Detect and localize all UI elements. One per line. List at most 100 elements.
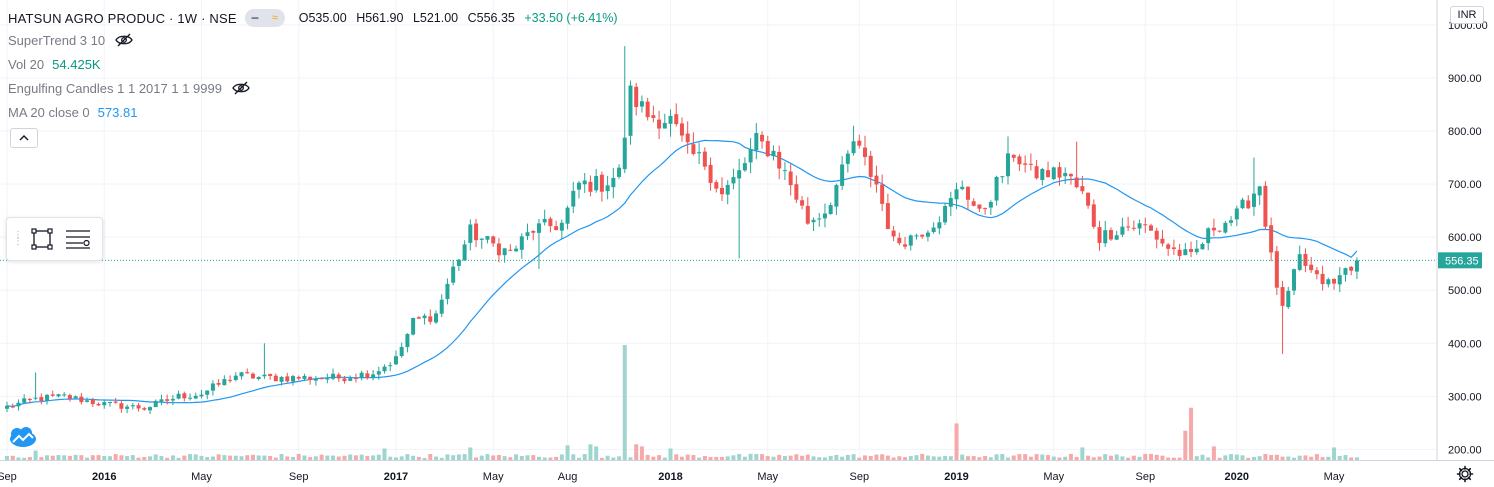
candle[interactable] (50, 390, 55, 397)
candle[interactable] (1269, 217, 1274, 262)
candle[interactable] (434, 310, 438, 324)
candle[interactable] (331, 368, 336, 381)
candle[interactable] (33, 372, 38, 401)
candle[interactable] (1149, 223, 1153, 232)
candle[interactable] (399, 342, 404, 358)
candle[interactable] (210, 380, 215, 396)
candle[interactable] (1034, 159, 1039, 180)
candle[interactable] (1240, 197, 1245, 209)
candle[interactable] (679, 117, 684, 142)
candle[interactable] (885, 193, 890, 230)
candle[interactable] (1354, 257, 1359, 280)
indicator-ma[interactable]: MA 20 close 0 573.81 (8, 102, 137, 122)
candle[interactable] (548, 216, 553, 233)
candle[interactable] (748, 138, 753, 174)
candle[interactable] (1120, 217, 1125, 238)
candle[interactable] (983, 207, 988, 215)
candle[interactable] (1131, 220, 1136, 231)
candle[interactable] (822, 203, 827, 228)
candle[interactable] (1194, 240, 1199, 255)
candle[interactable] (1314, 267, 1319, 280)
candle[interactable] (903, 236, 908, 250)
candle[interactable] (925, 230, 930, 242)
candle[interactable] (817, 212, 822, 227)
candle[interactable] (22, 394, 27, 404)
candle[interactable] (1126, 216, 1131, 232)
candle[interactable] (416, 316, 421, 319)
candle[interactable] (5, 401, 9, 413)
candle[interactable] (531, 230, 536, 241)
candle[interactable] (1154, 227, 1159, 249)
candle[interactable] (874, 165, 879, 193)
candle[interactable] (1160, 229, 1165, 247)
candle[interactable] (268, 373, 273, 380)
candle[interactable] (1143, 217, 1148, 233)
candlesticks[interactable] (5, 46, 1359, 415)
candle[interactable] (365, 370, 370, 380)
candle[interactable] (645, 97, 650, 121)
candle[interactable] (1200, 242, 1205, 250)
candle[interactable] (165, 394, 170, 405)
candle[interactable] (657, 110, 662, 140)
candle[interactable] (148, 406, 152, 415)
candle[interactable] (250, 372, 255, 379)
candle[interactable] (159, 394, 164, 406)
candle[interactable] (1103, 220, 1108, 247)
candle[interactable] (577, 181, 581, 199)
candle[interactable] (1023, 155, 1028, 173)
candle[interactable] (90, 397, 95, 407)
candle[interactable] (731, 168, 736, 190)
candle[interactable] (1251, 157, 1256, 216)
candle[interactable] (1320, 265, 1325, 291)
candle[interactable] (765, 135, 770, 158)
candle[interactable] (302, 373, 307, 382)
candle[interactable] (1051, 166, 1056, 181)
candle[interactable] (1057, 162, 1062, 186)
candle[interactable] (702, 147, 707, 171)
candle[interactable] (1217, 230, 1222, 233)
candle[interactable] (943, 202, 948, 226)
candle[interactable] (782, 162, 787, 181)
candle[interactable] (279, 375, 284, 386)
candle[interactable] (1046, 161, 1051, 178)
candle[interactable] (1080, 175, 1085, 195)
candle[interactable] (485, 236, 490, 244)
candle[interactable] (193, 392, 198, 400)
candle[interactable] (336, 372, 341, 382)
candle[interactable] (674, 103, 679, 127)
candle[interactable] (1166, 243, 1171, 256)
candle[interactable] (479, 238, 484, 249)
candle[interactable] (1068, 173, 1073, 185)
candle[interactable] (1206, 227, 1211, 251)
candle[interactable] (245, 368, 250, 374)
candle[interactable] (1263, 181, 1268, 230)
candle[interactable] (136, 402, 141, 412)
candle[interactable] (239, 371, 244, 380)
indicator-volume[interactable]: Vol 20 54.425K (8, 54, 101, 74)
candle[interactable] (897, 232, 902, 246)
candle[interactable] (1189, 241, 1194, 258)
candle[interactable] (634, 82, 639, 116)
candle[interactable] (1091, 199, 1096, 229)
candle[interactable] (1011, 154, 1016, 162)
candle[interactable] (965, 186, 970, 210)
candle[interactable] (439, 294, 444, 318)
candle[interactable] (325, 373, 330, 384)
candle[interactable] (376, 366, 381, 380)
candle[interactable] (393, 350, 398, 366)
candle[interactable] (554, 220, 559, 231)
candle[interactable] (611, 167, 616, 199)
candle[interactable] (1234, 205, 1239, 227)
candle[interactable] (811, 217, 816, 232)
candle[interactable] (931, 222, 936, 234)
candle[interactable] (1171, 239, 1176, 255)
candle[interactable] (599, 171, 604, 202)
candle[interactable] (708, 157, 713, 191)
candle[interactable] (720, 177, 724, 201)
candle[interactable] (1211, 218, 1216, 237)
candle[interactable] (205, 390, 210, 400)
candle[interactable] (714, 179, 719, 193)
candle[interactable] (96, 402, 101, 406)
candle[interactable] (468, 219, 473, 251)
candle[interactable] (496, 238, 501, 263)
